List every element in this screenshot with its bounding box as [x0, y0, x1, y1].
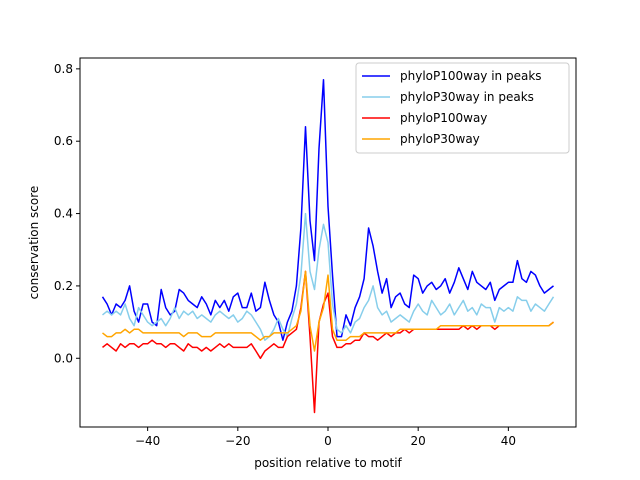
legend-label-1: phyloP100way in peaks [400, 69, 542, 83]
x-tick-label: −40 [135, 434, 160, 448]
y-tick-label: 0.0 [54, 351, 73, 365]
y-tick-label: 0.8 [54, 62, 73, 76]
legend-box [355, 62, 570, 154]
legend-label-4: phyloP30way [400, 132, 480, 146]
series-layer [101, 78, 555, 414]
legend: phyloP100way in peaks phyloP30way in peak… [355, 62, 570, 154]
x-tick-label: −20 [225, 434, 250, 448]
y-tick-label: 0.2 [54, 279, 73, 293]
x-tick-label: 0 [324, 434, 332, 448]
x-tick-label: 40 [501, 434, 516, 448]
series-line-1 [101, 78, 554, 341]
series-line-4 [102, 270, 554, 352]
x-axis-label: position relative to motif [254, 456, 402, 470]
x-tick-label: 20 [411, 434, 426, 448]
legend-label-2: phyloP30way in peaks [400, 90, 534, 104]
legend-label-3: phyloP100way [400, 111, 487, 125]
y-axis-label: conservation score [27, 186, 41, 300]
y-ticks: 0.0 0.2 0.4 0.6 0.8 [54, 62, 80, 365]
y-tick-label: 0.6 [54, 134, 73, 148]
x-ticks: −40 −20 0 20 40 [135, 427, 516, 448]
series-line-2 [102, 212, 555, 341]
series-line-3 [102, 270, 554, 414]
y-tick-label: 0.4 [54, 207, 73, 221]
